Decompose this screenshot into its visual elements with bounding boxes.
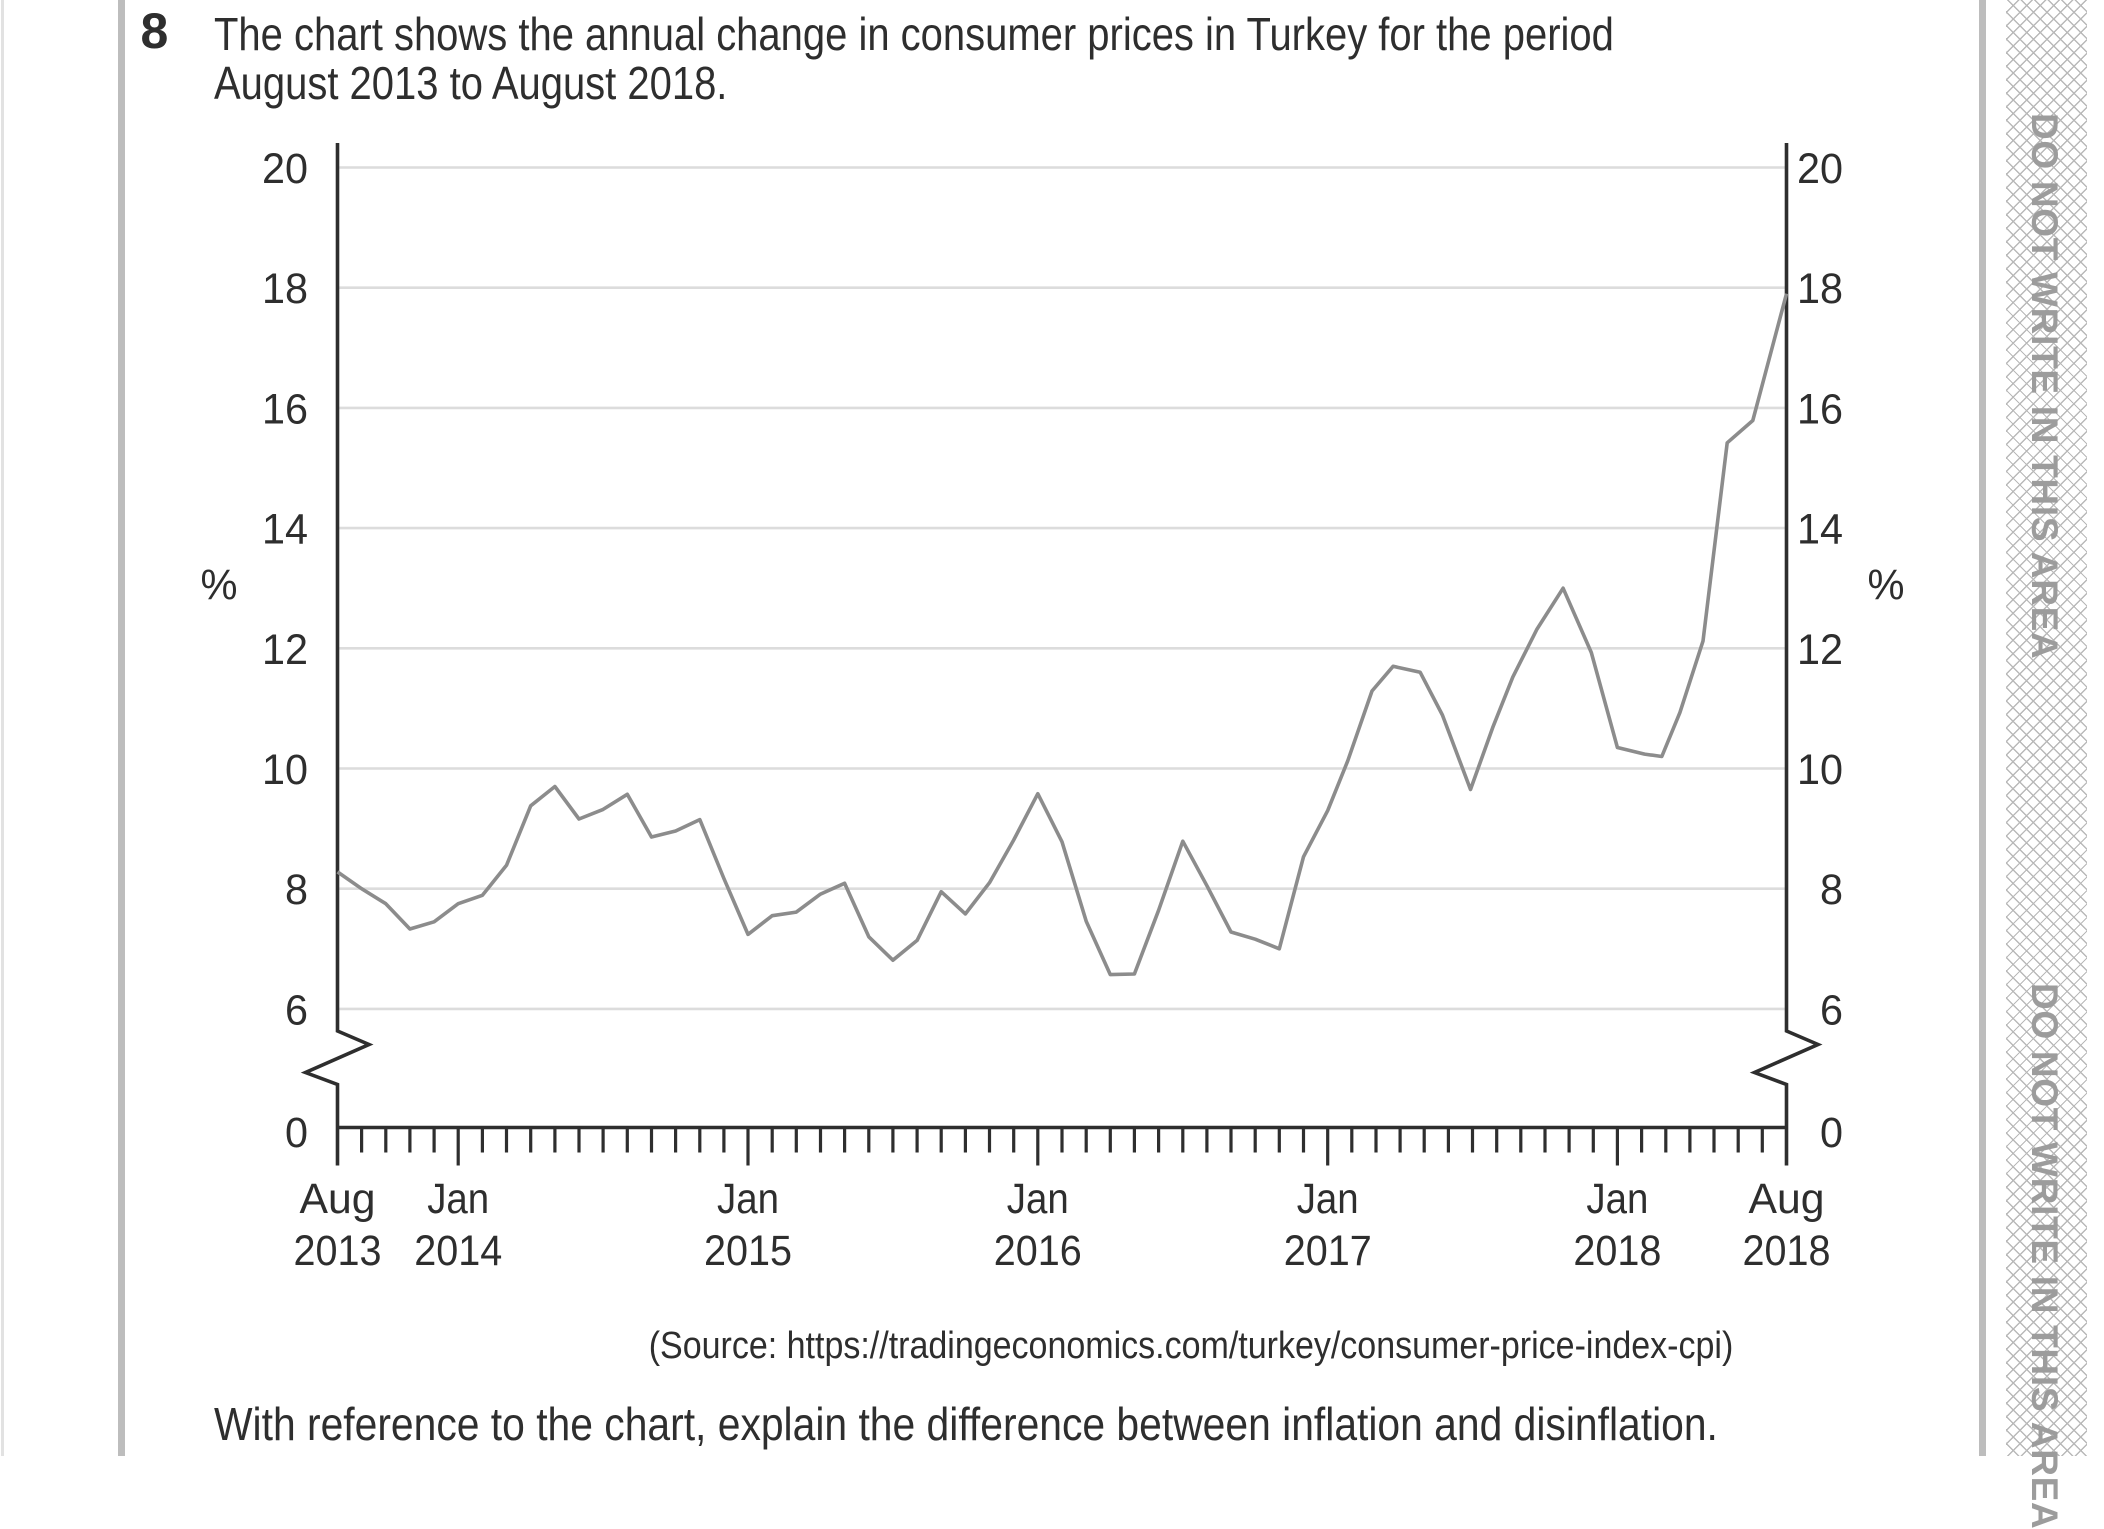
svg-text:(Source: https://tradingeconom: (Source: https://tradingeconomics.com/tu… [649,1323,1734,1366]
svg-text:16: 16 [1797,386,1843,433]
svg-text:20: 20 [262,146,308,193]
svg-text:Jan: Jan [1297,1176,1359,1223]
svg-text:%: % [201,562,238,610]
svg-text:10: 10 [1797,747,1843,794]
svg-text:20: 20 [1797,146,1843,193]
svg-text:0: 0 [1820,1110,1843,1157]
svg-text:Jan: Jan [427,1176,489,1223]
svg-text:%: % [1868,562,1905,610]
svg-text:18: 18 [1797,266,1843,313]
svg-text:8: 8 [1820,867,1843,914]
svg-text:Jan: Jan [1007,1176,1069,1223]
svg-text:2014: 2014 [414,1228,502,1275]
svg-text:12: 12 [1797,627,1843,674]
svg-text:2018: 2018 [1743,1228,1831,1275]
svg-text:0: 0 [285,1110,308,1157]
svg-text:12: 12 [262,627,308,674]
svg-text:8: 8 [285,867,308,914]
svg-text:10: 10 [262,747,308,794]
svg-text:Jan: Jan [1586,1176,1648,1223]
svg-text:2013: 2013 [294,1228,382,1275]
svg-text:2015: 2015 [704,1228,792,1275]
svg-text:18: 18 [262,266,308,313]
svg-text:2018: 2018 [1573,1228,1661,1275]
svg-text:6: 6 [285,987,308,1034]
svg-text:2017: 2017 [1284,1228,1372,1275]
svg-text:16: 16 [262,386,308,433]
svg-text:2016: 2016 [994,1228,1082,1275]
svg-text:Aug: Aug [1749,1176,1825,1223]
svg-text:14: 14 [262,507,308,554]
svg-text:6: 6 [1820,987,1843,1034]
svg-text:14: 14 [1797,507,1843,554]
svg-text:Aug: Aug [300,1176,376,1223]
svg-text:Jan: Jan [717,1176,779,1223]
